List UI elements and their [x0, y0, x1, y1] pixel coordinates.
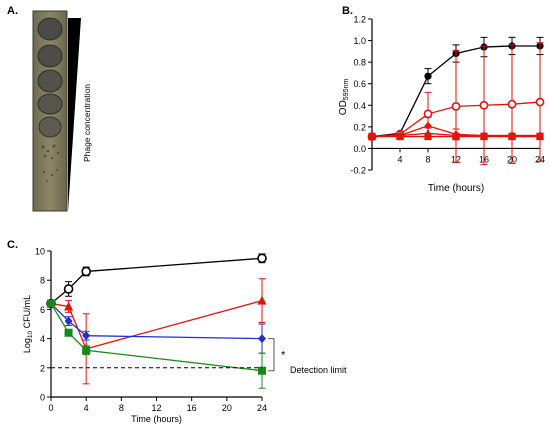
lysis-spot-3: [37, 69, 63, 93]
chart-b-y-tick-label: 1.2: [353, 15, 366, 25]
chart-b-series-2-point: [423, 109, 433, 119]
chart-b-series-5-point: [480, 132, 488, 141]
chart-b-series-5-point: [424, 132, 432, 141]
detection-limit-label: Detection limit: [290, 365, 347, 375]
chart-b-y-axis-label: OD595nm: [338, 79, 350, 116]
chart-b-series-1-point: [424, 72, 432, 80]
agar-plate-border: [32, 10, 68, 212]
chart-c-series-4-point: [82, 346, 91, 355]
growth-curve-chart: -0.20.00.20.40.60.81.01.24 8 12 16 20 24Time …: [338, 15, 545, 195]
chart-c-x-tick-label: 12: [151, 403, 161, 413]
chart-c-x-axis-label: Time (hours): [131, 414, 182, 424]
chart-c-series-4-point: [64, 328, 73, 337]
chart-c-x-tick-label: 24: [257, 403, 267, 413]
chart-c-x-tick-label: 4: [84, 403, 89, 413]
plaque-cluster-1: [41, 144, 60, 160]
chart-c-y-tick-label: 0: [40, 393, 45, 403]
chart-b-y-tick-label: 0.0: [353, 144, 366, 154]
chart-b-x-tick-label: 8: [425, 154, 430, 164]
chart-c-x-tick-label: 8: [119, 403, 124, 413]
lysis-spot-5: [38, 116, 62, 138]
chart-c-series-3-line: [50, 303, 263, 340]
chart-b-y-tick-label: 0.6: [353, 79, 366, 89]
chart-c-series-1-point: [63, 284, 74, 294]
chart-b-series-5-point: [508, 132, 516, 141]
chart-c-series-2-point: [257, 295, 267, 305]
chart-b-x-tick-label: 4: [397, 154, 402, 164]
chart-c-series-1-line: [50, 257, 263, 305]
panel-b-label: B.: [342, 5, 353, 17]
chart-c-y-tick-label: 2: [40, 363, 45, 373]
panel-a-label: A.: [7, 5, 18, 17]
chart-c-series-4-point: [47, 299, 55, 308]
chart-b-x-axis-label: Time (hours): [428, 183, 484, 194]
plaque-cluster-2: [42, 169, 58, 182]
chart-b-y-tick-label: 0.2: [353, 122, 366, 132]
chart-c-y-tick-label: 8: [40, 276, 45, 286]
chart-c-series-2-line: [50, 300, 263, 350]
panel-c-label: C.: [7, 239, 18, 251]
chart-b-series-2-point: [535, 97, 545, 107]
chart-b-series-2-point: [507, 99, 517, 109]
chart-b-y-tick-label: 1.0: [353, 36, 366, 46]
chart-c-series-4-point: [258, 366, 266, 375]
chart-b-y-tick-label: 0.8: [353, 58, 366, 68]
chart-b-series-5-point: [396, 132, 404, 141]
lysis-spot-2: [37, 44, 63, 68]
chart-c-series-3-point: [258, 334, 266, 344]
chart-c-x-tick-label: 0: [48, 403, 53, 413]
significance-asterisk: *: [281, 350, 286, 362]
chart-b-series-5-point: [452, 132, 460, 141]
chart-c-series-3-point: [64, 316, 73, 326]
chart-c-y-tick-label: 6: [40, 305, 45, 315]
chart-c-series-2-point: [64, 301, 74, 311]
chart-c-x-tick-label: 20: [222, 403, 232, 413]
chart-b-series-5-point: [536, 132, 544, 141]
chart-c-series-3-point: [82, 331, 91, 341]
chart-c-series-1-point: [81, 266, 91, 277]
chart-b-y-tick-label: 0.4: [353, 101, 366, 111]
chart-b-series-2-point: [479, 100, 489, 110]
lysis-spot-4: [37, 93, 63, 115]
agar-plate-strip: [32, 10, 68, 212]
chart-b-series-2-point: [451, 101, 461, 111]
chart-c-series-1-point: [257, 253, 267, 264]
chart-c-y-axis-label: Log10 CFU/mL: [22, 295, 34, 353]
chart-c-x-tick-label: 16: [187, 403, 197, 413]
lysis-spot-1: [37, 17, 63, 41]
phage-concentration-gradient-triangle: [68, 18, 81, 211]
significance-bracket: [268, 338, 275, 372]
chart-b-series-5-point: [368, 132, 376, 141]
chart-c-y-tick-label: 4: [40, 334, 45, 344]
chart-c-series-4-line: [50, 303, 263, 372]
chart-c-y-tick-label: 10: [35, 247, 45, 257]
phage-concentration-label: Phage concentration: [82, 84, 92, 162]
chart-b-y-tick-label: -0.2: [350, 166, 366, 176]
